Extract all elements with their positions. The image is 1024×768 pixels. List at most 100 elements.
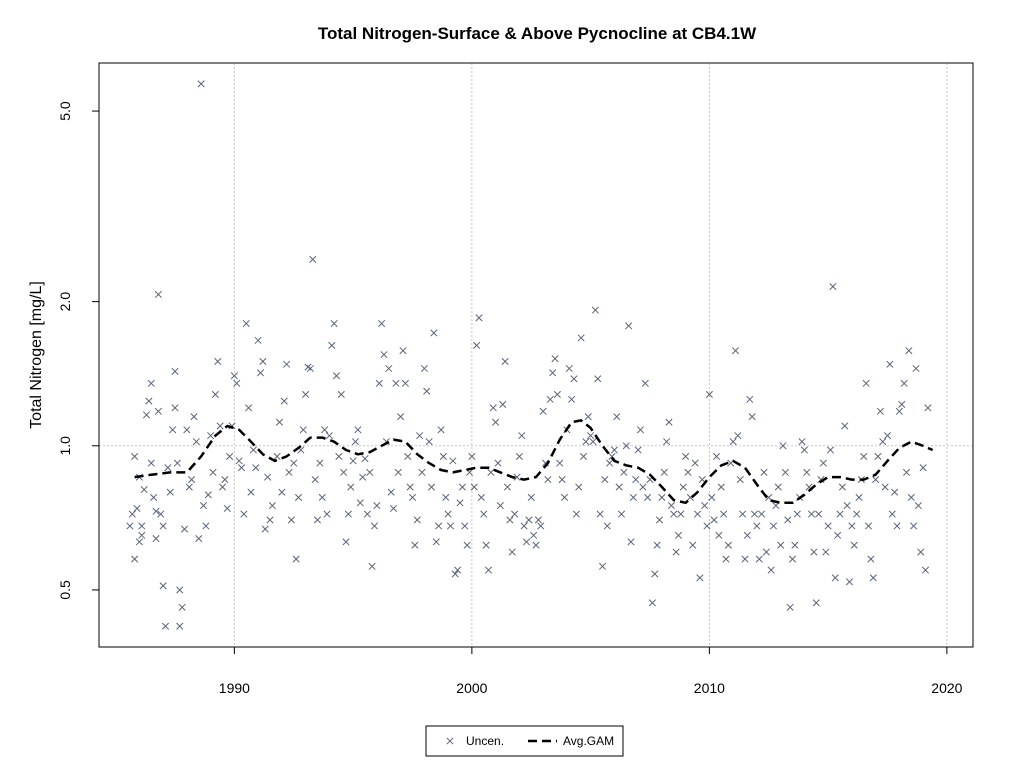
data-point-stroke — [392, 379, 400, 387]
data-point-stroke — [240, 510, 248, 518]
data-point-stroke — [444, 510, 452, 518]
data-point — [273, 452, 281, 460]
data-point-stroke — [506, 516, 514, 524]
data-point — [216, 422, 224, 430]
data-point-stroke — [743, 531, 751, 539]
data-point-stroke — [489, 404, 497, 412]
data-point — [226, 452, 234, 460]
data-point-stroke — [211, 390, 219, 398]
data-point-stroke — [404, 452, 412, 460]
data-point — [755, 555, 763, 563]
data-point — [446, 522, 455, 530]
data-point — [551, 355, 559, 363]
data-point — [209, 468, 217, 476]
data-point-stroke — [389, 504, 398, 512]
data-point — [199, 502, 208, 510]
data-point — [131, 452, 139, 460]
data-point — [437, 426, 445, 434]
y-tick-label: 1.0 — [57, 436, 73, 456]
data-point-stroke — [853, 510, 861, 518]
data-point-stroke — [689, 541, 697, 549]
data-point-stroke — [665, 418, 673, 426]
data-point — [674, 531, 683, 539]
data-point — [430, 329, 438, 337]
data-point-stroke — [824, 522, 832, 530]
data-point — [829, 283, 837, 291]
data-point-stroke — [475, 314, 483, 322]
data-point-stroke — [598, 562, 607, 570]
data-point-stroke — [696, 574, 704, 582]
data-point — [736, 476, 744, 484]
data-point-stroke — [717, 483, 725, 491]
data-point-stroke — [603, 522, 611, 530]
data-point — [750, 510, 759, 518]
data-point — [705, 390, 713, 398]
data-point-stroke — [786, 603, 794, 611]
data-point-stroke — [921, 566, 930, 574]
data-point-stroke — [190, 413, 198, 421]
data-point-stroke — [439, 452, 447, 460]
data-point — [190, 413, 198, 421]
data-point — [784, 516, 792, 524]
data-point — [670, 510, 678, 518]
data-point-stroke — [677, 510, 685, 518]
data-point-stroke — [705, 390, 713, 398]
data-point-stroke — [712, 452, 721, 460]
data-point-stroke — [912, 364, 920, 373]
data-point — [902, 468, 911, 476]
data-point — [565, 364, 573, 373]
data-point — [473, 341, 481, 349]
data-point-stroke — [337, 390, 345, 398]
data-point-stroke — [527, 493, 535, 501]
data-point — [568, 395, 576, 403]
data-point-stroke — [582, 438, 590, 446]
data-point-stroke — [173, 459, 181, 467]
data-point-stroke — [185, 483, 193, 491]
data-point — [394, 468, 402, 476]
data-point-stroke — [838, 483, 846, 491]
data-point — [292, 555, 300, 563]
data-point — [171, 404, 179, 412]
data-point-stroke — [807, 510, 816, 518]
data-point — [496, 502, 504, 510]
data-point-stroke — [513, 473, 521, 481]
legend-label-uncen: Uncen. — [466, 734, 504, 748]
data-point — [872, 476, 880, 484]
data-point — [848, 522, 856, 530]
data-point — [176, 622, 184, 630]
y-tick-label: 2.0 — [57, 292, 73, 312]
data-point-stroke — [311, 476, 319, 484]
data-point-stroke — [891, 488, 899, 496]
data-point — [484, 566, 493, 574]
data-point — [180, 525, 189, 533]
data-point — [701, 502, 709, 510]
data-point — [753, 522, 761, 530]
data-point — [349, 457, 357, 465]
data-point — [874, 452, 882, 460]
data-point — [370, 522, 379, 530]
data-point — [591, 306, 599, 314]
data-point-stroke — [321, 426, 329, 434]
x-tick-label: 1990 — [219, 680, 250, 696]
data-point-stroke — [209, 468, 217, 476]
data-point — [135, 538, 143, 546]
data-point-stroke — [152, 507, 160, 515]
data-point-stroke — [907, 493, 915, 501]
data-point-stroke — [762, 548, 770, 556]
data-point — [416, 432, 424, 440]
data-point — [202, 522, 210, 530]
data-point — [741, 555, 749, 563]
data-point-stroke — [131, 452, 139, 460]
data-point-stroke — [451, 570, 459, 578]
data-point — [401, 379, 409, 387]
data-point — [463, 541, 471, 549]
data-point — [316, 459, 324, 467]
data-point — [853, 510, 861, 518]
data-point-stroke — [594, 375, 602, 383]
data-point-stroke — [663, 438, 671, 446]
data-point-stroke — [544, 476, 552, 484]
data-point-stroke — [876, 407, 884, 415]
data-point-stroke — [537, 522, 545, 530]
data-point-stroke — [418, 468, 426, 476]
data-point — [487, 468, 495, 476]
